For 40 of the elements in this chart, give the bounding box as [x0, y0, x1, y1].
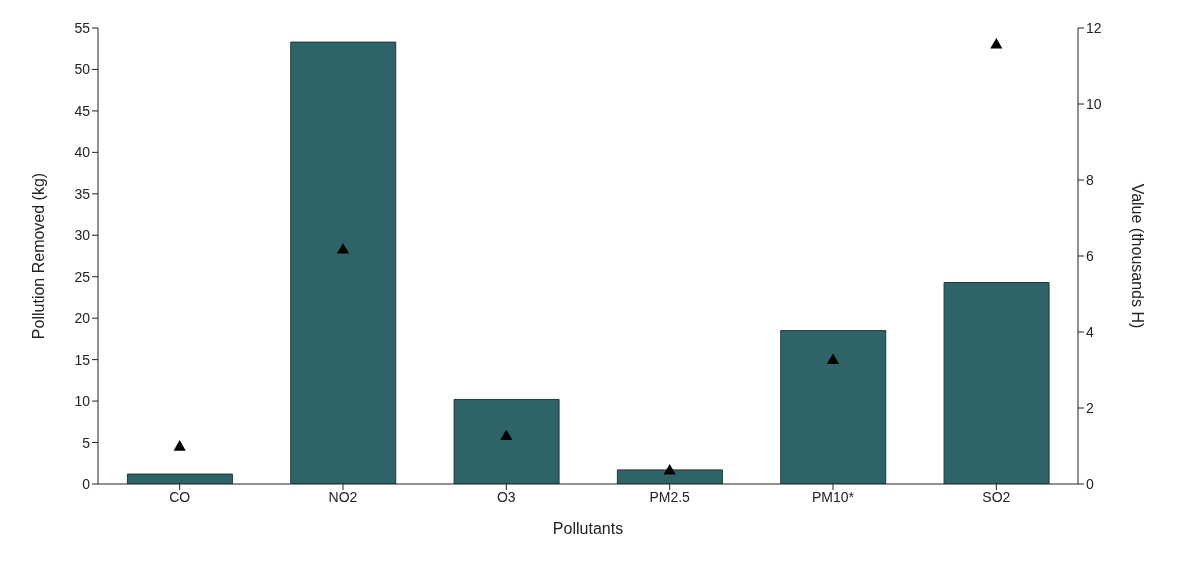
y2-tick-label: 2 — [1086, 399, 1094, 416]
y-tick-label: 30 — [74, 227, 91, 244]
x-tick-label: CO — [169, 488, 191, 505]
x-tick-label: PM10* — [811, 488, 855, 505]
bar — [780, 330, 887, 484]
y-tick-label: 10 — [74, 393, 91, 410]
y-tick-label: 40 — [74, 144, 91, 161]
point — [826, 353, 840, 365]
point — [173, 440, 186, 451]
point — [990, 38, 1003, 49]
x-tick-label: NO2 — [328, 488, 358, 505]
x-tick-label: O3 — [496, 488, 516, 505]
point — [663, 464, 676, 475]
bar — [943, 282, 1050, 484]
y2-tick-label: 12 — [1086, 19, 1102, 36]
bar — [290, 41, 397, 484]
y2-tick-label: 8 — [1086, 171, 1094, 188]
point — [500, 429, 513, 441]
bar — [126, 473, 233, 484]
y-axis-title: Pollution Removed (kg) — [29, 172, 47, 340]
bar — [453, 398, 560, 484]
bar — [616, 469, 723, 484]
y-tick-label: 5 — [82, 434, 91, 451]
y-tick-label: 55 — [74, 19, 91, 36]
y-tick-label: 35 — [74, 185, 91, 202]
point — [336, 242, 350, 254]
y2-axis-title: Value (thousands H) — [1129, 183, 1147, 329]
y-tick-label: 50 — [74, 61, 91, 78]
y2-tick-label: 0 — [1086, 475, 1094, 492]
x-axis-title: Pollutants — [552, 520, 624, 537]
y2-tick-label: 10 — [1086, 95, 1102, 112]
y2-tick-label: 4 — [1086, 323, 1094, 340]
y-tick-label: 45 — [74, 102, 91, 119]
y-tick-label: 25 — [74, 268, 91, 285]
x-tick-label: SO2 — [982, 488, 1011, 505]
x-tick-label: PM2.5 — [649, 488, 691, 505]
y2-tick-label: 6 — [1086, 247, 1094, 264]
y-tick-label: 20 — [74, 310, 91, 327]
y-tick-label: 0 — [82, 475, 91, 492]
y-tick-label: 15 — [74, 351, 91, 368]
